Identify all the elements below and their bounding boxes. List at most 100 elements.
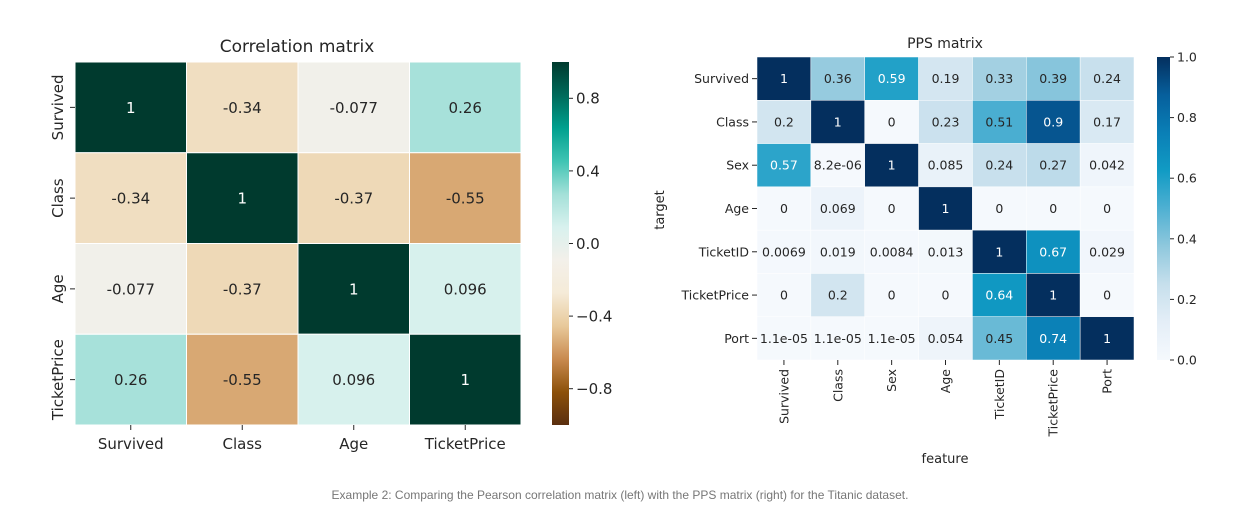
cell-annotation: 0.0069 (762, 244, 806, 259)
heatmap-cell (972, 100, 1027, 144)
x-tick-label: Age (938, 369, 953, 393)
y-axis-label: target (653, 190, 668, 230)
y-tick-label: Survived (694, 71, 749, 86)
cell-annotation: 1.1e-05 (814, 331, 862, 346)
cell-annotation: 1.1e-05 (868, 331, 916, 346)
heatmap-cell (186, 333, 299, 426)
cell-annotation: 0 (942, 288, 950, 303)
cell-annotation: 0 (888, 201, 896, 216)
heatmap-cell (810, 229, 865, 274)
x-tick-label: TicketID (992, 369, 1007, 420)
heatmap-cell (1079, 229, 1135, 274)
cell-annotation: 0 (1049, 201, 1057, 216)
cell-annotation: 0.67 (1039, 244, 1067, 259)
heatmap-cell (864, 316, 919, 361)
cell-annotation: -0.55 (446, 190, 485, 208)
cell-annotation: 1 (942, 201, 950, 216)
cell-annotation: 0.64 (985, 288, 1013, 303)
heatmap-cell (1026, 143, 1081, 188)
cell-annotation: -0.55 (223, 371, 262, 389)
heatmap-cell (74, 333, 187, 426)
cell-annotation: 0 (888, 114, 896, 129)
heatmap-cell (756, 273, 812, 317)
figure-caption: Example 2: Comparing the Pearson correla… (332, 488, 909, 502)
cell-annotation: 0 (780, 201, 788, 216)
y-tick-label: Age (725, 201, 749, 216)
x-tick-label: Survived (776, 369, 791, 424)
y-tick-label: TicketID (698, 244, 749, 259)
heatmap-cell (864, 229, 919, 274)
heatmap-cell (1079, 100, 1135, 144)
x-tick-label: Port (1100, 369, 1115, 394)
cell-annotation: -0.37 (223, 280, 262, 298)
heatmap-cell (810, 186, 865, 231)
cell-annotation: 1 (1103, 331, 1111, 346)
heatmap-cell (1079, 316, 1135, 361)
colorbar-tick-label: 0.0 (1177, 353, 1197, 368)
cell-annotation: 0.013 (928, 244, 964, 259)
cell-annotation: 1 (460, 371, 470, 389)
y-tick-label: TicketPrice (49, 339, 67, 421)
heatmap-cell (810, 100, 865, 144)
cell-annotation: 0.39 (1039, 71, 1067, 86)
colorbar-tick-label: 0.4 (576, 162, 600, 180)
cell-annotation: 0.085 (928, 158, 964, 173)
heatmap-cell (864, 143, 919, 188)
colorbar (1157, 57, 1170, 360)
heatmap-cell (864, 186, 919, 231)
cell-annotation: 1 (995, 244, 1003, 259)
heatmap-cell (74, 61, 187, 154)
cell-annotation: 0.19 (932, 71, 960, 86)
cell-annotation: 0.27 (1039, 158, 1067, 173)
cell-annotation: 0 (888, 288, 896, 303)
cell-annotation: 1 (126, 99, 136, 117)
x-tick-label: Age (339, 435, 368, 453)
cell-annotation: 0.096 (332, 371, 375, 389)
cell-annotation: 0.26 (114, 371, 147, 389)
cell-annotation: 0.57 (770, 158, 798, 173)
heatmap-cell (918, 143, 973, 188)
heatmap-cell (864, 100, 919, 144)
y-tick-label: Class (49, 178, 67, 218)
cell-annotation: 0.23 (932, 114, 960, 129)
cell-annotation: 0.59 (878, 71, 906, 86)
x-tick-label: Survived (98, 435, 164, 453)
heatmap-cell (972, 316, 1027, 361)
chart-title: Correlation matrix (220, 37, 375, 57)
cell-annotation: 0.26 (449, 99, 482, 117)
cell-annotation: 0.74 (1039, 331, 1067, 346)
cell-annotation: 0.36 (824, 71, 852, 86)
cell-annotation: 0.096 (444, 280, 487, 298)
colorbar-tick-label: −0.4 (576, 308, 612, 326)
colorbar-tick-label: 0.6 (1177, 171, 1197, 186)
cell-annotation: 0.9 (1043, 114, 1063, 129)
cell-annotation: 1 (349, 280, 359, 298)
heatmap-cell (972, 273, 1027, 317)
colorbar (552, 62, 569, 425)
cell-annotation: 0.2 (774, 114, 794, 129)
heatmap-cell (297, 61, 410, 154)
heatmap-cell (186, 61, 299, 154)
heatmap-cell (186, 152, 299, 244)
cell-annotation: 0.019 (820, 244, 856, 259)
cell-annotation: 0.33 (985, 71, 1013, 86)
y-tick-label: Sex (726, 158, 749, 173)
correlation-matrix-chart: Correlation matrix 1 -0.34 -0.077 0.26 -0.34… (49, 37, 612, 453)
cell-annotation: 0.0084 (870, 244, 914, 259)
cell-annotation: 0 (780, 288, 788, 303)
cell-annotation: 0.24 (1093, 71, 1121, 86)
heatmap-cell (810, 273, 865, 317)
x-axis-label: feature (922, 452, 969, 467)
cell-annotation: 0.45 (985, 331, 1013, 346)
x-tick-label: TicketPrice (1046, 369, 1061, 438)
cell-annotation: 0.042 (1089, 158, 1125, 173)
heatmap-cell (918, 56, 973, 101)
heatmap-cell (409, 61, 522, 154)
cell-annotation: -0.37 (334, 190, 373, 208)
y-tick-label: Class (716, 114, 749, 129)
colorbar-tick-label: 0.8 (1177, 110, 1197, 125)
x-tick-label: TicketPrice (424, 435, 506, 453)
heatmap-cell (1026, 316, 1081, 361)
colorbar-tick-label: −0.8 (576, 380, 612, 398)
cell-annotation: 0.069 (820, 201, 856, 216)
